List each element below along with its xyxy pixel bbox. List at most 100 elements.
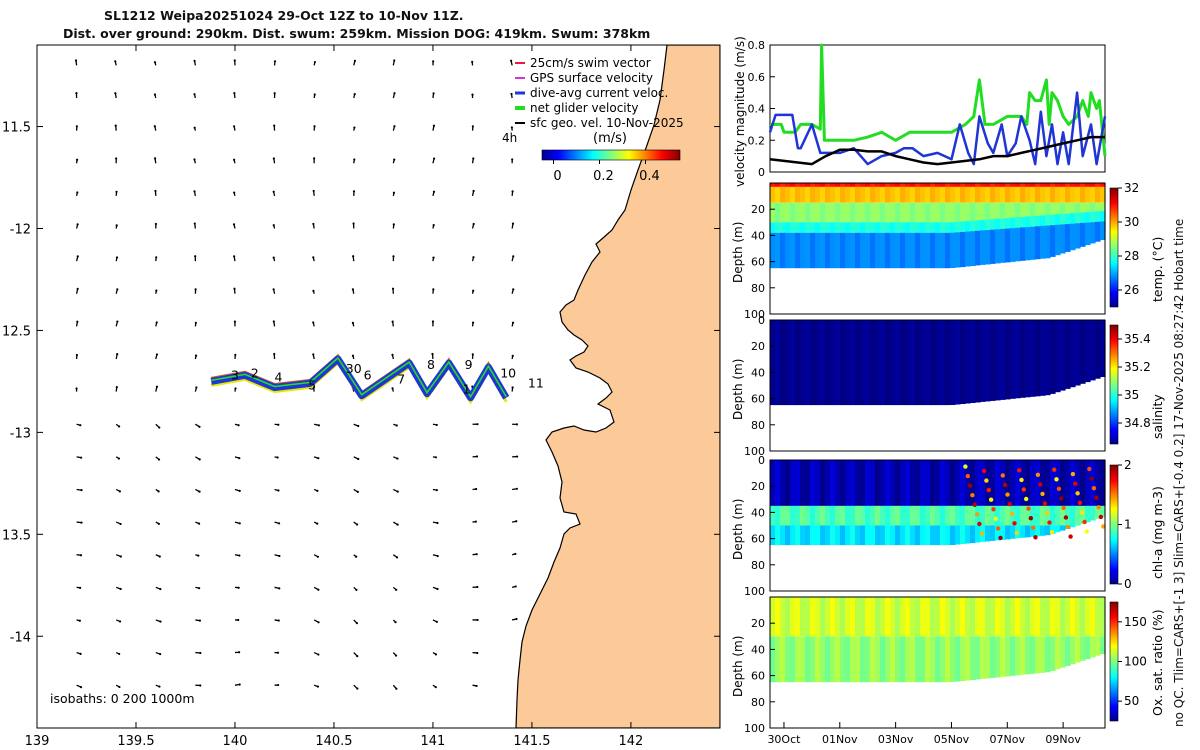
section-cell: [795, 320, 801, 406]
depth-tick-label: 100: [744, 722, 765, 735]
section-cell: [810, 525, 816, 546]
section-cell: [820, 186, 826, 203]
section-cell: [1015, 227, 1021, 262]
section-cell: [975, 525, 981, 543]
current-vector-head: [272, 224, 275, 227]
section-cell: [815, 597, 821, 637]
section-cell: [1020, 183, 1026, 187]
section-cell: [850, 232, 856, 269]
section-cell: [805, 636, 811, 683]
chl-sample-point: [1059, 496, 1064, 501]
section-cell: [865, 320, 871, 406]
section-cell: [995, 460, 1001, 506]
section-cell: [1055, 202, 1061, 223]
current-vector-head: [515, 487, 518, 490]
current-vector-head: [234, 387, 237, 390]
section-cell: [785, 525, 791, 546]
current-vector-head: [233, 158, 236, 161]
current-vector-head: [199, 651, 202, 655]
current-vector-head: [273, 352, 276, 356]
section-cell: [1005, 460, 1011, 506]
current-vector-head: [471, 125, 474, 128]
current-vector-head: [395, 588, 398, 591]
current-vector-head: [436, 554, 439, 558]
section-cell: [920, 202, 926, 223]
section-cell: [990, 229, 996, 264]
section-cell: [845, 202, 851, 223]
section-cell: [805, 320, 811, 406]
section-cell: [840, 320, 846, 406]
section-cell: [945, 222, 951, 233]
day-label: 6: [364, 367, 372, 382]
section-cell: [915, 505, 921, 526]
colorbar-label: (m/s): [593, 131, 627, 146]
current-vector-head: [198, 490, 201, 493]
chl-sample-point: [1096, 505, 1101, 510]
section-cell: [1045, 215, 1051, 233]
section-cell: [850, 320, 856, 406]
section-cell: [950, 460, 956, 506]
section-cell: [1030, 226, 1036, 260]
section-cell: [795, 525, 801, 546]
current-vector-head: [316, 685, 319, 688]
chl-sample-point: [1000, 473, 1005, 478]
section-cell: [1035, 320, 1041, 397]
section-cell: [1090, 320, 1096, 381]
current-vector-head: [393, 59, 396, 62]
chl-sample-point: [1091, 486, 1097, 491]
section-cell: [1055, 636, 1061, 670]
section-cell: [805, 460, 811, 506]
section-cell: [845, 183, 851, 187]
section-cell: [1030, 525, 1036, 537]
map-panel: 3 2 4 5 30 6 7 8 9 1 10 11 139 139.5 140 140.5 141 141.5…: [2, 44, 721, 749]
section-cell: [785, 232, 791, 269]
current-vector-head: [510, 126, 513, 129]
current-vector-head: [355, 622, 359, 625]
current-vector-head: [396, 457, 399, 460]
section-cell: [935, 232, 941, 269]
current-vector-head: [233, 92, 236, 95]
section-cell: [860, 232, 866, 269]
section-colorbar-label: Ox. sat. ratio (%): [1150, 609, 1165, 716]
current-vector-head: [317, 588, 320, 591]
current-vector-head: [80, 489, 83, 492]
section-cell: [780, 222, 786, 233]
depth-tick-label: 20: [751, 340, 765, 353]
current-vector-head: [76, 191, 79, 194]
section-cell: [1015, 460, 1021, 506]
section-cell: [1075, 505, 1081, 526]
section-cell: [930, 505, 936, 526]
section-cell: [1035, 183, 1041, 187]
legend-note: 4h: [502, 131, 517, 145]
current-vector-head: [394, 621, 397, 624]
depth-tick-label: 100: [744, 308, 765, 321]
section-cell: [800, 202, 806, 223]
section-cell: [795, 183, 801, 187]
section-cell: [955, 202, 961, 223]
section-cell: [840, 505, 846, 526]
section-cell: [860, 202, 866, 223]
section-cell: [1050, 225, 1056, 257]
velocity-ylabel: velocity magnitude (m/s): [733, 36, 747, 187]
section-cell: [880, 232, 886, 269]
section-cell: [835, 202, 841, 223]
day-label: 4: [275, 369, 283, 384]
current-vector-head: [272, 190, 275, 193]
section-cell: [770, 222, 776, 233]
section-colorbar-tick-label: 32: [1124, 181, 1139, 195]
section-cell: [1070, 636, 1076, 665]
section-cell: [895, 183, 901, 187]
section-cell: [905, 222, 911, 233]
section-cell: [1050, 214, 1056, 233]
current-vector-head: [357, 424, 360, 428]
current-vector-head: [312, 222, 315, 226]
section-cell: [780, 525, 786, 546]
section-cell: [865, 202, 871, 223]
depth-tick-label: 80: [751, 419, 765, 432]
section-cell: [850, 222, 856, 233]
section-cell: [805, 186, 811, 203]
section-cell: [1100, 505, 1106, 518]
section-cell: [1060, 597, 1066, 637]
time-axis: 30Oct 01Nov 03Nov 05Nov 07Nov 09Nov: [767, 722, 1081, 746]
current-vector-head: [114, 92, 117, 95]
